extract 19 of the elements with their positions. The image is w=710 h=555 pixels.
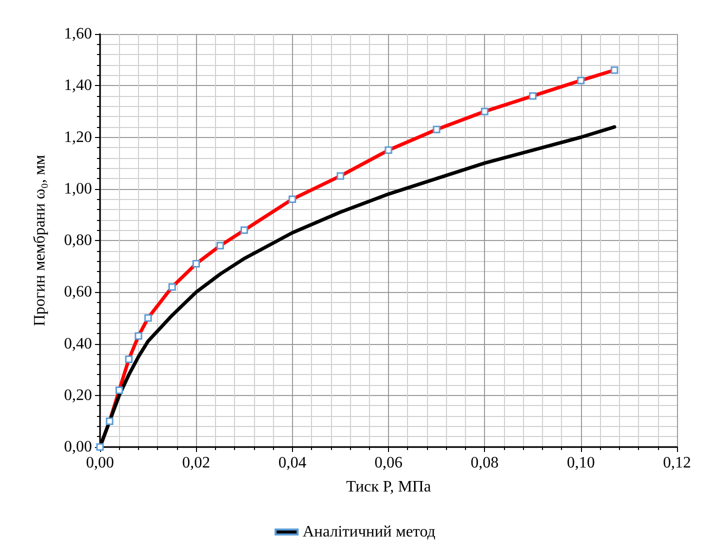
x-tick-label: 0,00	[86, 454, 114, 472]
legend-label: Аналітичний метод	[302, 524, 436, 540]
y-tick-label: 0,80	[64, 232, 92, 249]
y-axis-title: Прогин мембрани ω₀, мм	[32, 154, 48, 326]
x-tick-label: 0,08	[470, 454, 499, 472]
y-tick-label: 1,00	[64, 180, 92, 198]
y-tick-label: 0,40	[64, 335, 92, 352]
y-tick-label: 1,60	[64, 26, 92, 42]
y-tick-label: 0,20	[64, 386, 92, 404]
x-tick-label: 0,10	[566, 454, 595, 472]
x-axis-title: Тиск P, МПа	[346, 478, 431, 496]
y-tick-label: 0,60	[64, 284, 92, 301]
y-tick-label: 1,20	[64, 128, 92, 146]
x-tick-label: 0,02	[182, 454, 210, 472]
y-tick-label: 0,00	[64, 438, 92, 456]
x-tick-label: 0,06	[374, 454, 402, 472]
x-tick-label: 0,04	[278, 454, 306, 472]
x-tick-label: 0,12	[663, 454, 691, 472]
y-tick-label: 1,40	[64, 77, 92, 94]
